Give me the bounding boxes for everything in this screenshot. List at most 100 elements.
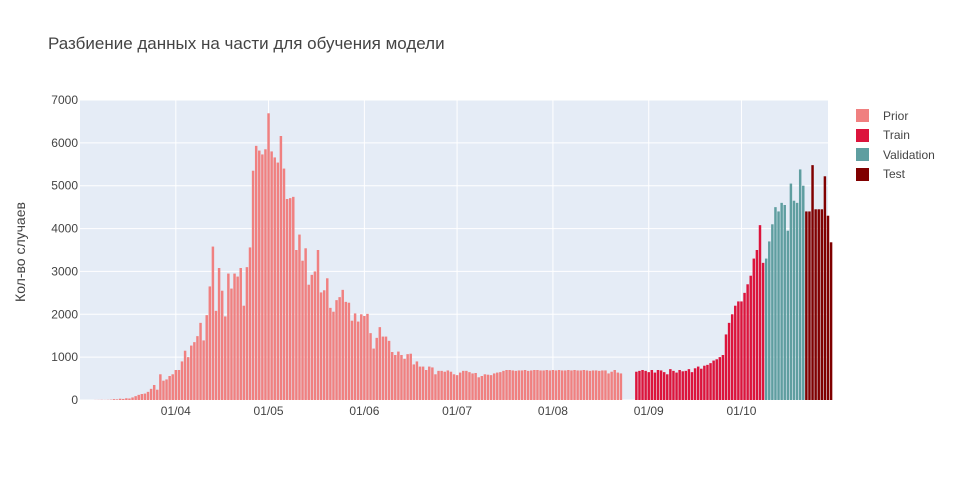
bar-prior[interactable] [536, 370, 539, 400]
bar-train[interactable] [724, 334, 728, 400]
bar-prior[interactable] [338, 297, 341, 400]
bar-prior[interactable] [208, 286, 212, 400]
bar-train[interactable] [638, 370, 641, 400]
bar-prior[interactable] [462, 370, 465, 400]
bar-prior[interactable] [440, 370, 443, 400]
bar-prior[interactable] [258, 150, 261, 400]
bar-train[interactable] [737, 301, 740, 400]
bar-prior[interactable] [174, 370, 178, 400]
bar-train[interactable] [700, 368, 703, 400]
bar-prior[interactable] [190, 345, 193, 400]
bar-train[interactable] [669, 369, 672, 400]
bar-test[interactable] [829, 242, 833, 400]
bar-prior[interactable] [403, 358, 406, 400]
bar-prior[interactable] [125, 398, 128, 400]
bar-train[interactable] [666, 374, 669, 400]
bar-train[interactable] [721, 355, 725, 400]
bar-prior[interactable] [394, 355, 397, 400]
legend-item-train[interactable]: Train [856, 126, 935, 146]
bar-prior[interactable] [474, 373, 477, 400]
bar-prior[interactable] [248, 247, 252, 400]
bar-train[interactable] [678, 370, 681, 400]
bar-test[interactable] [811, 165, 814, 400]
bar-validation[interactable] [798, 169, 802, 400]
bar-prior[interactable] [455, 375, 459, 400]
bar-prior[interactable] [242, 305, 246, 400]
bar-prior[interactable] [332, 311, 335, 400]
bar-prior[interactable] [227, 273, 230, 400]
bar-prior[interactable] [601, 370, 604, 400]
bar-validation[interactable] [795, 202, 799, 400]
bar-prior[interactable] [279, 136, 283, 400]
bar-prior[interactable] [264, 149, 267, 400]
bar-train[interactable] [746, 284, 749, 400]
bar-prior[interactable] [288, 198, 292, 400]
bar-prior[interactable] [483, 374, 487, 400]
bar-prior[interactable] [468, 372, 471, 400]
bar-prior[interactable] [530, 370, 533, 400]
bar-prior[interactable] [341, 289, 344, 400]
bar-prior[interactable] [397, 351, 400, 400]
bar-prior[interactable] [406, 354, 409, 400]
bar-prior[interactable] [486, 374, 490, 400]
bar-prior[interactable] [186, 357, 190, 400]
bar-test[interactable] [805, 211, 808, 400]
bar-train[interactable] [718, 357, 722, 400]
bar-prior[interactable] [390, 352, 394, 400]
bar-prior[interactable] [548, 370, 552, 400]
bar-prior[interactable] [431, 367, 434, 400]
bar-prior[interactable] [304, 248, 307, 400]
legend[interactable]: Prior Train Validation Test [856, 106, 935, 184]
legend-item-validation[interactable]: Validation [856, 145, 935, 165]
bar-train[interactable] [761, 262, 765, 400]
bar-prior[interactable] [523, 370, 527, 400]
bar-prior[interactable] [282, 168, 286, 400]
bar-prior[interactable] [313, 271, 317, 400]
bar-validation[interactable] [764, 258, 768, 400]
bar-prior[interactable] [384, 336, 388, 400]
bar-prior[interactable] [437, 370, 440, 400]
bar-prior[interactable] [477, 377, 480, 400]
bars[interactable] [94, 113, 833, 400]
bar-prior[interactable] [118, 398, 122, 400]
bar-prior[interactable] [588, 370, 592, 400]
bar-train[interactable] [703, 365, 706, 400]
bar-prior[interactable] [146, 391, 150, 400]
bar-prior[interactable] [245, 267, 249, 400]
bar-prior[interactable] [251, 170, 255, 400]
bar-prior[interactable] [205, 315, 208, 400]
bar-prior[interactable] [452, 374, 456, 400]
bar-prior[interactable] [199, 322, 202, 400]
bar-prior[interactable] [326, 278, 329, 400]
bar-prior[interactable] [443, 371, 446, 400]
bar-prior[interactable] [607, 373, 610, 400]
bar-prior[interactable] [214, 310, 218, 400]
bar-train[interactable] [687, 369, 691, 400]
series-test[interactable] [805, 165, 833, 400]
bar-prior[interactable] [421, 366, 425, 400]
bar-prior[interactable] [616, 372, 620, 400]
bar-test[interactable] [808, 211, 811, 400]
bar-prior[interactable] [329, 307, 332, 400]
bar-test[interactable] [820, 209, 824, 400]
bar-prior[interactable] [489, 375, 493, 400]
bar-prior[interactable] [610, 371, 613, 400]
bar-train[interactable] [635, 371, 638, 400]
bar-prior[interactable] [270, 151, 273, 400]
bar-train[interactable] [706, 364, 709, 400]
bar-prior[interactable] [387, 340, 391, 400]
bar-prior[interactable] [165, 379, 168, 400]
bar-prior[interactable] [196, 336, 199, 400]
bar-prior[interactable] [409, 353, 412, 400]
legend-item-test[interactable]: Test [856, 165, 935, 185]
bar-prior[interactable] [520, 370, 524, 400]
bar-prior[interactable] [613, 370, 616, 400]
bar-prior[interactable] [557, 370, 561, 400]
bar-train[interactable] [696, 366, 700, 400]
bar-train[interactable] [662, 372, 666, 400]
bar-train[interactable] [755, 250, 759, 400]
bar-train[interactable] [675, 372, 678, 400]
bar-prior[interactable] [149, 388, 153, 400]
bar-prior[interactable] [446, 370, 450, 400]
bar-train[interactable] [730, 314, 734, 400]
